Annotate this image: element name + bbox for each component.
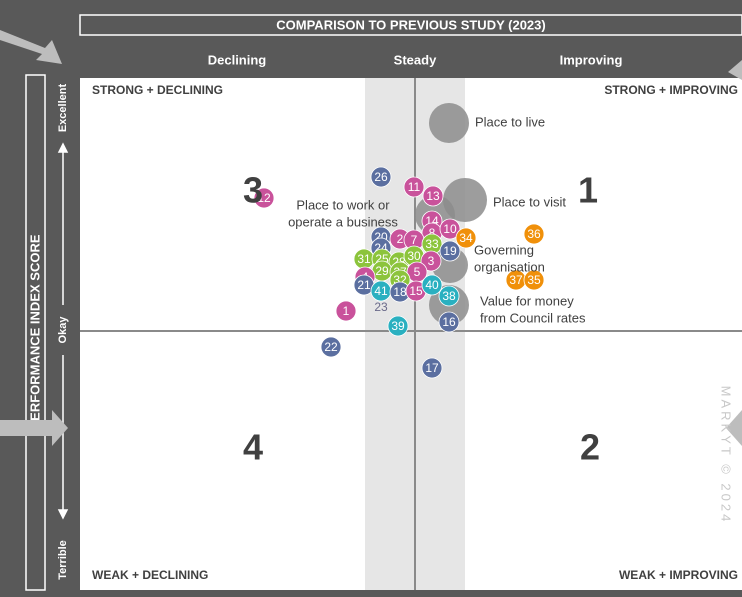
quadrant-label: WEAK + DECLINING (92, 568, 208, 582)
bubble-label: 33 (425, 237, 439, 251)
bubble (438, 311, 460, 333)
area-label: operate a business (288, 214, 398, 229)
bubble-label: 37 (509, 273, 523, 287)
bubble-label: 34 (459, 231, 473, 245)
axis-title: PERFORMANCE INDEX SCORE (27, 234, 42, 429)
bubble-label: 16 (442, 315, 456, 329)
area-label: Place to visit (493, 194, 566, 209)
bubble-label: 23 (374, 300, 388, 314)
bubble (335, 300, 357, 322)
bubble-label: 1 (343, 304, 350, 318)
axis-level: Excellent (57, 84, 69, 133)
bubble-label: 21 (357, 278, 371, 292)
bubble-label: 36 (527, 227, 541, 241)
area-label: Place to live (475, 114, 545, 129)
bubble (387, 315, 409, 337)
bubble-label: 13 (426, 189, 440, 203)
area-label: from Council rates (480, 310, 586, 325)
column-label: Steady (394, 52, 437, 67)
header-title: COMPARISON TO PREVIOUS STUDY (2023) (276, 17, 545, 32)
bubble-label: 41 (374, 284, 388, 298)
bubble (438, 285, 460, 307)
bubble-label: 39 (391, 319, 405, 333)
axis-title-box (25, 74, 46, 591)
bubble (439, 218, 461, 240)
bubble (420, 250, 442, 272)
bubble-label: 31 (357, 252, 371, 266)
bubble-label: 11 (408, 180, 421, 194)
area-label: Value for money (480, 293, 574, 308)
axis-level: Terrible (57, 540, 69, 580)
bubble-label: 2 (397, 232, 404, 246)
bubble (253, 187, 275, 209)
bubble-label: 15 (409, 284, 423, 298)
bubble-label: 30 (407, 249, 421, 263)
bubble-label: 12 (257, 191, 271, 205)
bubble (422, 185, 444, 207)
quadrant-label: STRONG + IMPROVING (604, 83, 738, 97)
bubble (403, 176, 425, 198)
bubble-label: 18 (393, 285, 407, 299)
bubble-label: 22 (324, 340, 338, 354)
quadrant-label: STRONG + DECLINING (92, 83, 223, 97)
quadrant-label: WEAK + IMPROVING (619, 568, 738, 582)
bubble-label: 8 (429, 226, 436, 240)
column-label: Declining (208, 52, 267, 67)
bubble-label: 35 (527, 273, 541, 287)
area-label: Governing (474, 242, 534, 257)
bubble (421, 274, 443, 296)
area-label: Place to work or (296, 197, 390, 212)
bubble-label: 3 (428, 254, 435, 268)
bubble (439, 240, 461, 262)
quadrant-number: 4 (243, 427, 263, 468)
bubble-label: 5 (414, 265, 421, 279)
quadrant-number: 1 (578, 170, 598, 211)
bubble-label: 26 (374, 170, 388, 184)
area-label: organisation (474, 259, 545, 274)
bubble-label: 40 (425, 278, 439, 292)
bubble (523, 269, 545, 291)
axis-level: Okay (57, 316, 69, 344)
bubble (455, 227, 477, 249)
bubble-label: 7 (411, 233, 418, 247)
bubble (370, 166, 392, 188)
bubble-label: 19 (443, 244, 457, 258)
header-box (79, 14, 742, 36)
area-bubble (429, 103, 469, 143)
column-label: Improving (560, 52, 623, 67)
bubble (421, 357, 443, 379)
quadrant-number: 2 (580, 427, 600, 468)
quadrant-number: 3 (243, 170, 263, 211)
bubble-label: 17 (425, 361, 439, 375)
bubble (320, 336, 342, 358)
bubble (523, 223, 545, 245)
bubble-label: 38 (442, 289, 456, 303)
bubble-label: 29 (375, 264, 389, 278)
watermark: MARKYT © 2024 (719, 386, 734, 525)
corner-arrows (0, 30, 742, 446)
bubble-label: 10 (443, 222, 457, 236)
